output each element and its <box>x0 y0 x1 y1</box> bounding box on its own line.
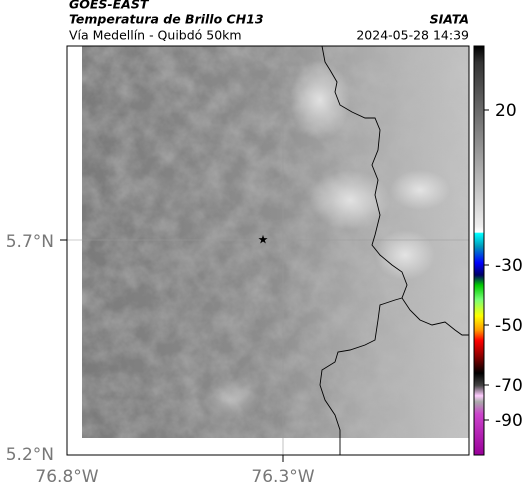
colorbar-tick-label: -90 <box>495 411 523 431</box>
cloud <box>310 170 390 230</box>
region: Vía Medellín - Quibdó 50km <box>69 28 242 43</box>
colorbar-tick-label: -70 <box>495 376 523 396</box>
cloud <box>290 60 350 140</box>
border <box>321 45 469 336</box>
map: ★ 5.7°N 5.2°N 76.8°W 76.3°W <box>6 45 470 487</box>
colorbar-tick-label: 20 <box>495 101 517 121</box>
colorbar-tick-label: -50 <box>495 316 523 336</box>
lon-label: 76.3°W <box>251 467 314 487</box>
cloud <box>375 230 435 280</box>
frame <box>66 45 470 456</box>
colorbar-scale <box>473 45 485 456</box>
cloud <box>390 170 450 210</box>
title: Temperatura de Brillo CH13 <box>69 12 264 27</box>
product: GOES-EAST <box>69 0 150 12</box>
lon-label: 76.8°W <box>35 467 98 487</box>
timestamp: 2024-05-28 14:39 <box>356 28 469 43</box>
lat-label: 5.7°N <box>6 232 54 252</box>
colorbar: 20 -30 -50 -70 -90 <box>473 45 523 456</box>
location-marker: ★ <box>258 233 269 247</box>
source: SIATA <box>430 12 469 27</box>
border <box>319 297 403 455</box>
colorbar-tick-label: -30 <box>495 256 523 276</box>
lat-label: 5.2°N <box>6 445 54 465</box>
cloud <box>200 380 260 420</box>
